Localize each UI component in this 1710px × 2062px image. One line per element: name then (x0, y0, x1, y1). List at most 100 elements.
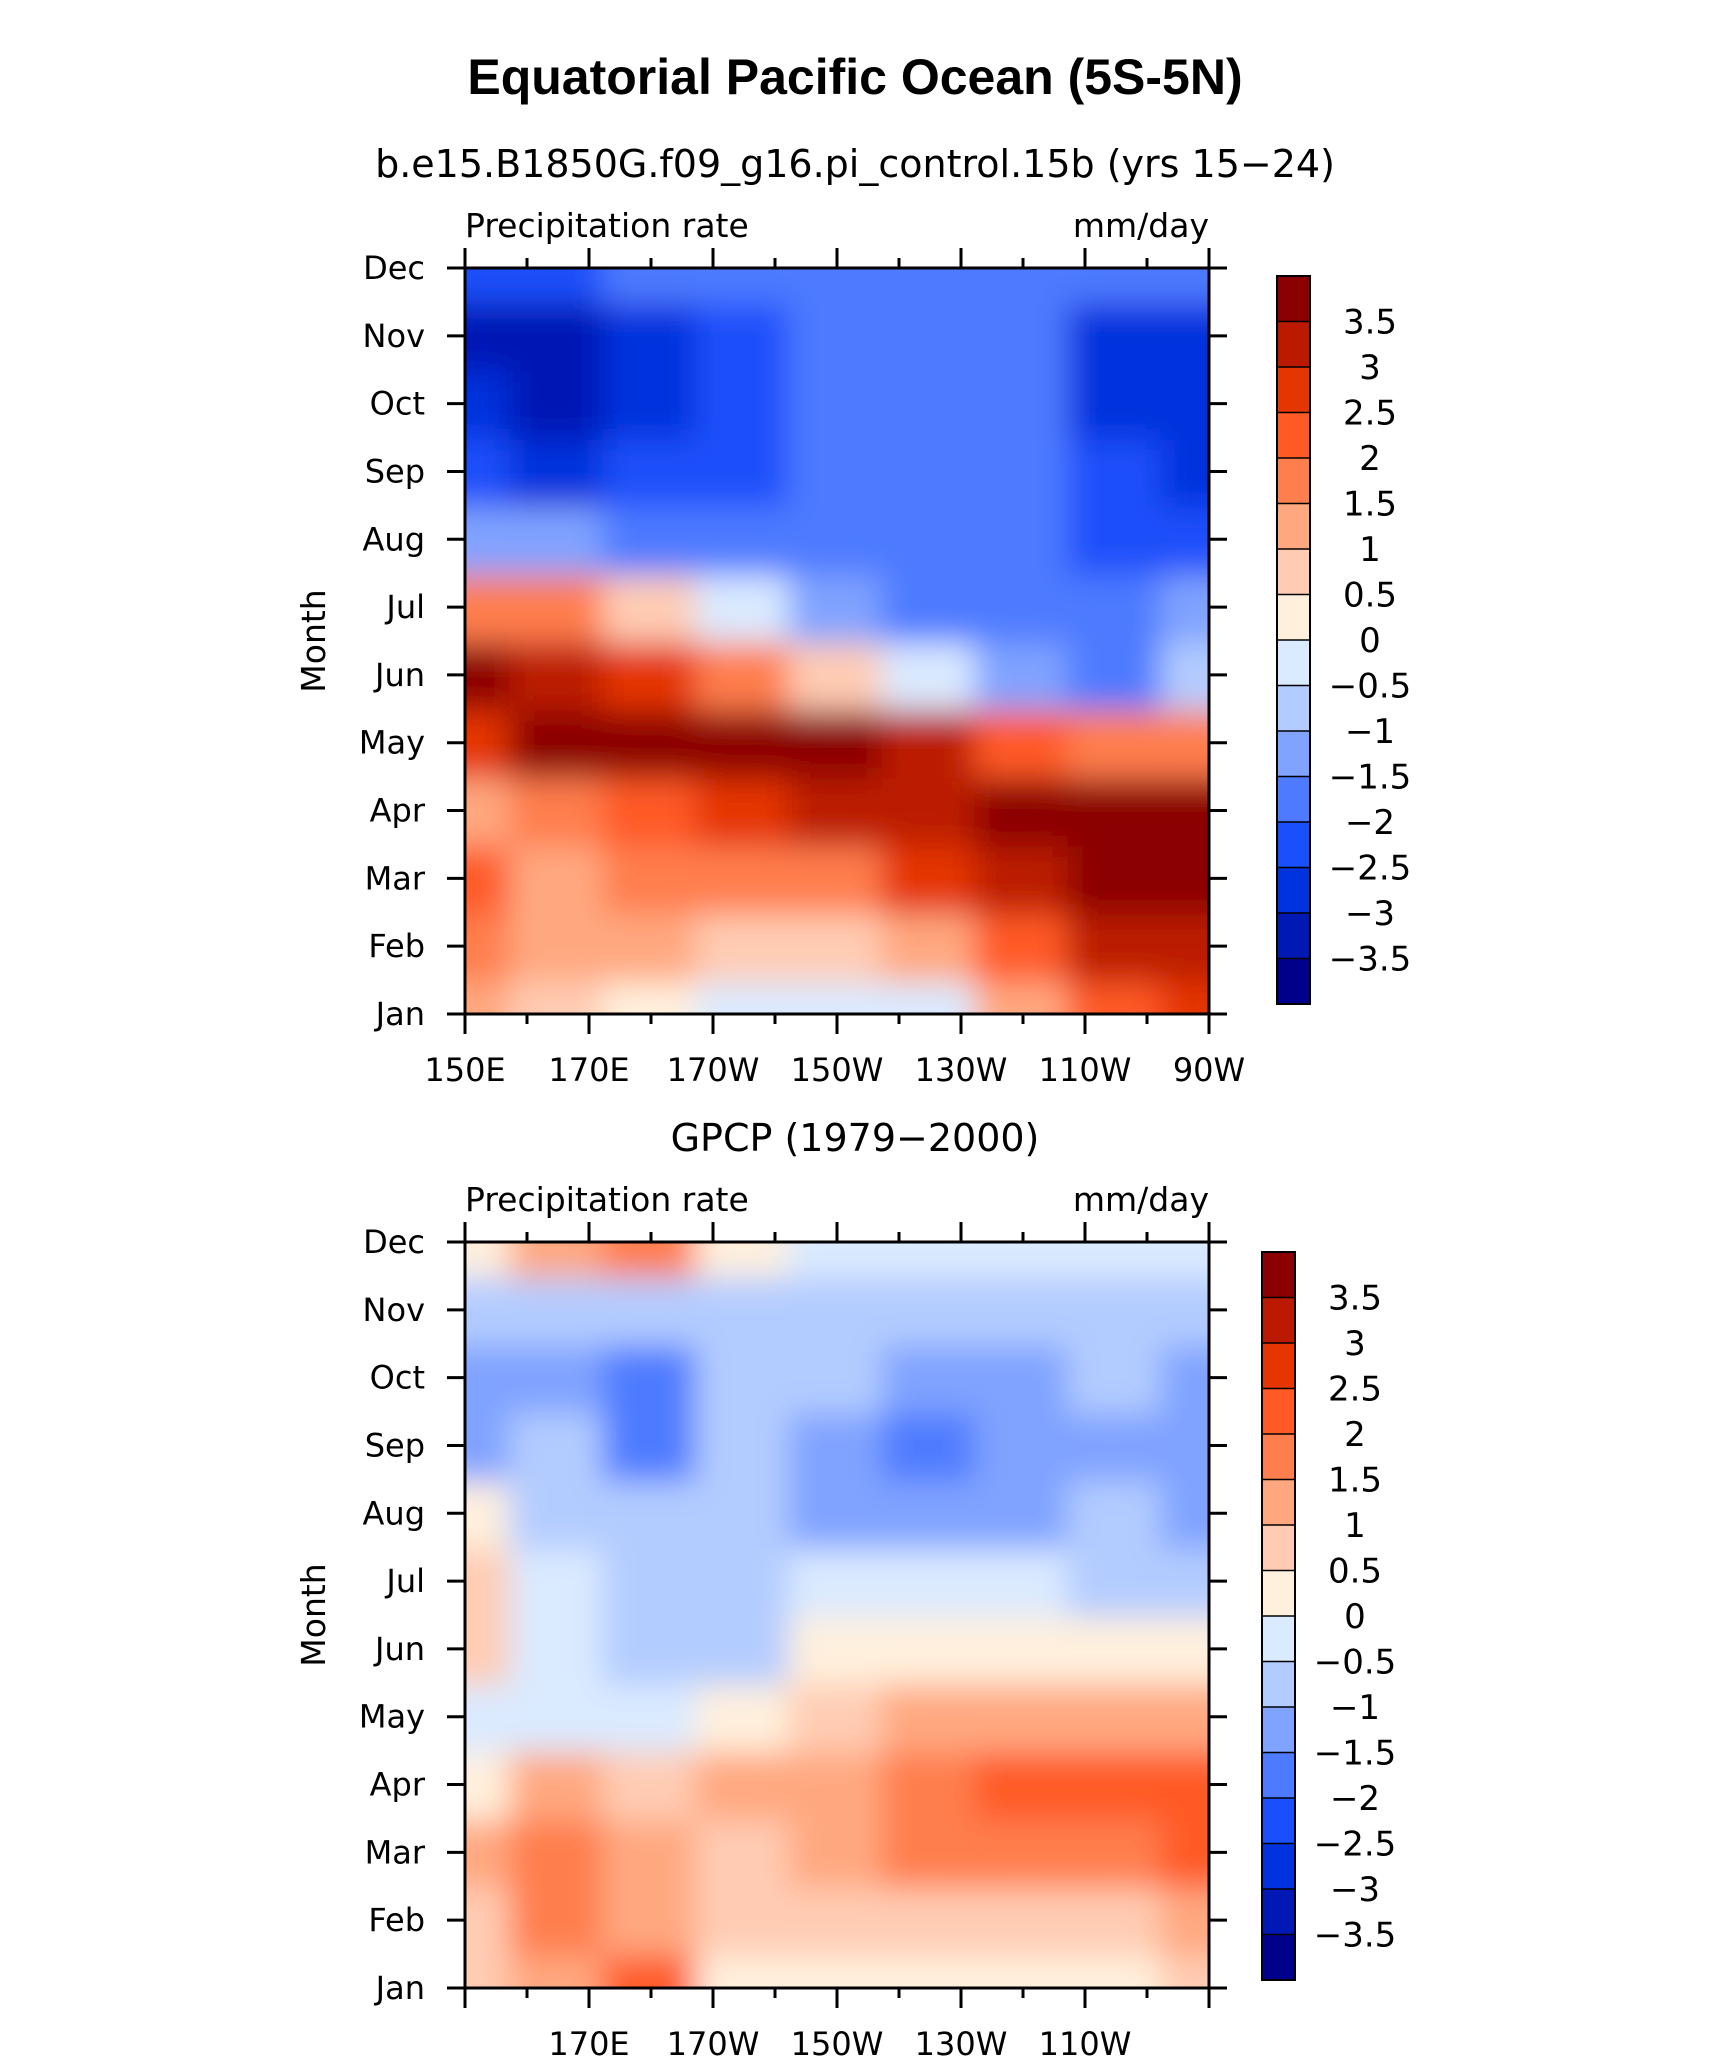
heatmap-cell (788, 268, 886, 304)
heatmap-cell (602, 1242, 700, 1278)
heatmap-cell (881, 571, 979, 643)
colorbar-label: 3 (1344, 1324, 1366, 1364)
heatmap-cell (465, 1952, 514, 1988)
longitude-tick-label: 110W (1039, 1051, 1132, 1089)
heatmap-cell (1160, 571, 1209, 643)
heatmap-cell (788, 367, 886, 440)
heatmap-cell (974, 1613, 1072, 1685)
heatmap-cell (1067, 435, 1165, 508)
heatmap-cell (974, 299, 1072, 372)
heatmap-cell (465, 1242, 514, 1278)
colorbar-label: 1 (1359, 530, 1381, 570)
colorbar-swatch (1277, 594, 1310, 641)
colorbar-label: −2 (1330, 1779, 1380, 1819)
heatmap-cell (509, 1613, 607, 1685)
panel-obs-colorbar: 3.5 3 2.5 2 1.5 1 0.5 0 −0.5 −1 −1.5 −2 −2.5 −3 −3.5 (1261, 1251, 1397, 1981)
longitude-tick-label: 170E (548, 2025, 629, 2062)
heatmap-cell (881, 639, 979, 711)
heatmap-cell (1160, 1242, 1209, 1278)
colorbar-label: 0.5 (1328, 1552, 1382, 1592)
heatmap-cell (881, 367, 979, 440)
heatmap-cell (465, 1545, 514, 1617)
heatmap-cell (881, 1409, 979, 1482)
heatmap-cell (788, 571, 886, 643)
heatmap-cell (881, 1884, 979, 1957)
heatmap-cell (1160, 910, 1209, 983)
colorbar-label: 2.5 (1328, 1370, 1382, 1410)
heatmap-cell (465, 1409, 514, 1482)
heatmap-cell (602, 367, 700, 440)
heatmap-cell (509, 1477, 607, 1550)
heatmap-cell (1067, 367, 1165, 440)
heatmap-cell (881, 910, 979, 983)
heatmap-cell (974, 910, 1072, 983)
heatmap-cell (1067, 706, 1165, 779)
heatmap-cell (465, 435, 514, 508)
longitude-tick-label: 130W (915, 2025, 1008, 2062)
heatmap-cell (509, 367, 607, 440)
month-tick-label: May (359, 1698, 425, 1736)
heatmap-cell (1160, 1409, 1209, 1482)
panel-model-heatmap (465, 268, 1209, 1014)
colorbar-swatch (1262, 1434, 1295, 1480)
heatmap-cell (509, 1273, 607, 1346)
heatmap-cell (1067, 1613, 1165, 1685)
month-tick-label: Nov (363, 317, 425, 355)
heatmap-cell (974, 1884, 1072, 1957)
panel-obs-heatmap (465, 1242, 1209, 1988)
heatmap-cell (602, 268, 700, 304)
heatmap-cell (1160, 1545, 1209, 1617)
heatmap-cell (695, 503, 793, 576)
colorbar-label: −0.5 (1329, 667, 1412, 707)
heatmap-cell (602, 706, 700, 779)
month-tick-label: Feb (368, 1901, 425, 1939)
heatmap-cell (509, 571, 607, 643)
heatmap-cell (881, 268, 979, 304)
heatmap-cell (509, 910, 607, 983)
month-tick-label: Oct (370, 1359, 425, 1397)
colorbar-swatch (1262, 1525, 1295, 1571)
panel-obs-subtitle: GPCP (1979−2000) (671, 1116, 1040, 1160)
colorbar-label: −3.5 (1314, 1916, 1397, 1956)
heatmap-cell (465, 910, 514, 983)
heatmap-cell (881, 1273, 979, 1346)
panel-model-right-label: mm/day (1073, 206, 1209, 245)
heatmap-cell (695, 1341, 793, 1414)
heatmap-cell (1067, 1545, 1165, 1617)
heatmap-cell (602, 1816, 700, 1889)
heatmap-cell (974, 1242, 1072, 1278)
heatmap-cell (1067, 1273, 1165, 1346)
heatmap-cell (1067, 1680, 1165, 1753)
month-tick-label: Jan (374, 1969, 425, 2007)
heatmap-cell (1160, 1748, 1209, 1821)
colorbar-label: −1 (1345, 712, 1395, 752)
heatmap-cell (788, 1748, 886, 1821)
heatmap-cell (788, 1884, 886, 1957)
heatmap-cell (509, 978, 607, 1014)
colorbar-swatch (1262, 1297, 1295, 1344)
heatmap-cell (1160, 978, 1209, 1014)
heatmap-cell (465, 1816, 514, 1889)
heatmap-cell (974, 774, 1072, 847)
heatmap-cell (1160, 367, 1209, 440)
colorbar-swatch (1277, 276, 1310, 322)
heatmap-cell (1067, 774, 1165, 847)
heatmap-cell (974, 842, 1072, 915)
month-tick-label: Jan (374, 995, 425, 1033)
heatmap-cell (465, 1273, 514, 1346)
colorbar-label: 0 (1344, 1597, 1366, 1637)
heatmap-cell (465, 774, 514, 847)
heatmap-cell (788, 842, 886, 915)
heatmap-cell (974, 1409, 1072, 1482)
colorbar-label: 2.5 (1343, 394, 1397, 434)
colorbar-label: 2 (1344, 1415, 1366, 1455)
colorbar-swatch (1262, 1388, 1295, 1435)
heatmap-cell (881, 299, 979, 372)
colorbar-swatch (1277, 776, 1310, 823)
month-tick-label: Dec (363, 1223, 425, 1261)
heatmap-cell (509, 1242, 607, 1278)
colorbar-swatch (1277, 731, 1310, 777)
heatmap-cell (602, 1680, 700, 1753)
heatmap-cell (509, 842, 607, 915)
heatmap-cell (974, 1952, 1072, 1988)
